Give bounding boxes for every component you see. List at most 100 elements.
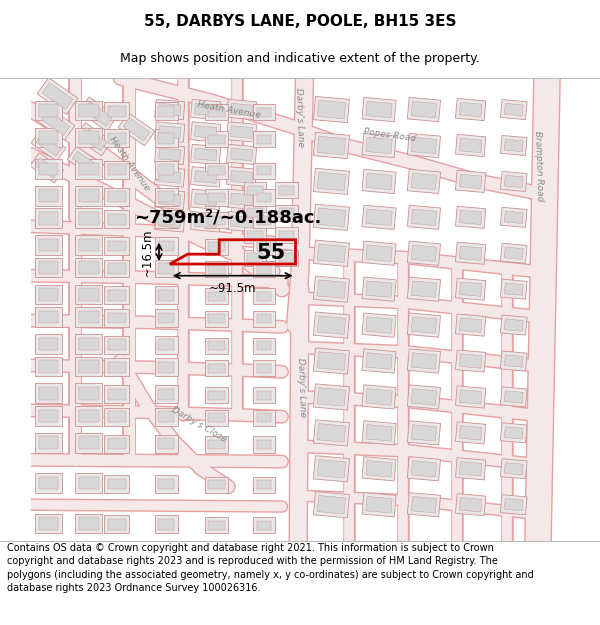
Bar <box>79 212 99 224</box>
Bar <box>108 438 126 449</box>
Bar <box>76 101 103 121</box>
Polygon shape <box>362 313 396 338</box>
Bar <box>158 438 174 449</box>
Bar <box>208 521 224 530</box>
Polygon shape <box>411 209 437 226</box>
Bar <box>38 477 58 489</box>
Polygon shape <box>455 134 486 157</box>
Polygon shape <box>230 148 253 161</box>
Polygon shape <box>411 245 437 261</box>
Polygon shape <box>500 315 527 335</box>
Bar <box>158 411 174 422</box>
Bar <box>35 208 62 228</box>
Polygon shape <box>123 118 150 141</box>
Polygon shape <box>366 245 392 261</box>
Bar <box>205 212 228 228</box>
Polygon shape <box>500 171 527 191</box>
Polygon shape <box>155 189 185 209</box>
Polygon shape <box>455 458 486 480</box>
Polygon shape <box>317 208 346 226</box>
Bar <box>158 263 174 274</box>
Bar <box>257 341 271 350</box>
Polygon shape <box>41 111 70 135</box>
Bar <box>108 312 126 323</box>
Polygon shape <box>455 99 486 121</box>
Polygon shape <box>275 205 298 221</box>
Polygon shape <box>407 457 440 481</box>
Polygon shape <box>247 253 263 262</box>
Bar <box>79 131 99 144</box>
Polygon shape <box>455 206 486 228</box>
Bar <box>208 292 224 301</box>
Polygon shape <box>455 278 486 300</box>
Bar <box>158 389 174 399</box>
Bar <box>253 131 275 148</box>
Polygon shape <box>313 312 349 338</box>
Text: ~759m²/~0.188ac.: ~759m²/~0.188ac. <box>134 208 322 226</box>
Bar <box>38 338 58 350</box>
Polygon shape <box>30 152 64 183</box>
Bar <box>38 239 58 251</box>
Polygon shape <box>313 204 349 231</box>
Text: Heath Avenue: Heath Avenue <box>107 135 151 192</box>
Polygon shape <box>227 167 257 187</box>
Polygon shape <box>158 171 181 183</box>
Polygon shape <box>362 277 396 301</box>
Bar <box>253 518 275 534</box>
Bar <box>155 129 178 148</box>
Bar <box>79 360 99 372</box>
Polygon shape <box>362 349 396 373</box>
Polygon shape <box>79 97 117 131</box>
Bar <box>205 409 228 426</box>
Bar <box>205 189 228 206</box>
Polygon shape <box>500 243 527 263</box>
Bar <box>155 188 178 206</box>
Polygon shape <box>230 193 253 206</box>
Polygon shape <box>505 391 523 403</box>
Polygon shape <box>317 424 346 442</box>
Polygon shape <box>279 186 294 195</box>
Bar <box>38 261 58 274</box>
Text: Darby's Lane: Darby's Lane <box>294 88 305 148</box>
Polygon shape <box>362 457 396 481</box>
Bar <box>35 473 62 493</box>
Bar <box>257 314 271 323</box>
Polygon shape <box>191 99 221 120</box>
Polygon shape <box>411 101 437 118</box>
Bar <box>35 384 62 403</box>
Polygon shape <box>230 103 253 116</box>
Polygon shape <box>313 492 349 518</box>
Bar <box>108 214 126 224</box>
Bar <box>35 284 62 304</box>
Bar <box>76 235 103 255</box>
Bar <box>257 391 271 399</box>
Polygon shape <box>313 384 349 410</box>
Polygon shape <box>505 211 523 224</box>
Bar <box>35 307 62 327</box>
Polygon shape <box>505 175 523 188</box>
Bar <box>38 387 58 399</box>
Bar <box>104 210 130 228</box>
Bar <box>79 189 99 202</box>
Polygon shape <box>279 208 294 217</box>
Bar <box>104 309 130 327</box>
Bar <box>208 107 224 117</box>
Polygon shape <box>500 351 527 371</box>
Polygon shape <box>407 169 440 194</box>
Polygon shape <box>505 103 523 116</box>
Bar <box>205 104 228 121</box>
Bar <box>35 334 62 354</box>
Bar <box>104 188 130 206</box>
Bar <box>158 164 174 175</box>
Bar <box>208 135 224 144</box>
Text: Darby's Close: Darby's Close <box>170 405 228 444</box>
Bar <box>108 164 126 175</box>
Bar <box>155 210 178 228</box>
Polygon shape <box>31 130 66 161</box>
Bar <box>208 391 224 399</box>
Polygon shape <box>230 171 253 183</box>
Bar <box>208 314 224 323</box>
Polygon shape <box>362 421 396 445</box>
Bar <box>158 241 174 251</box>
Polygon shape <box>460 318 482 332</box>
